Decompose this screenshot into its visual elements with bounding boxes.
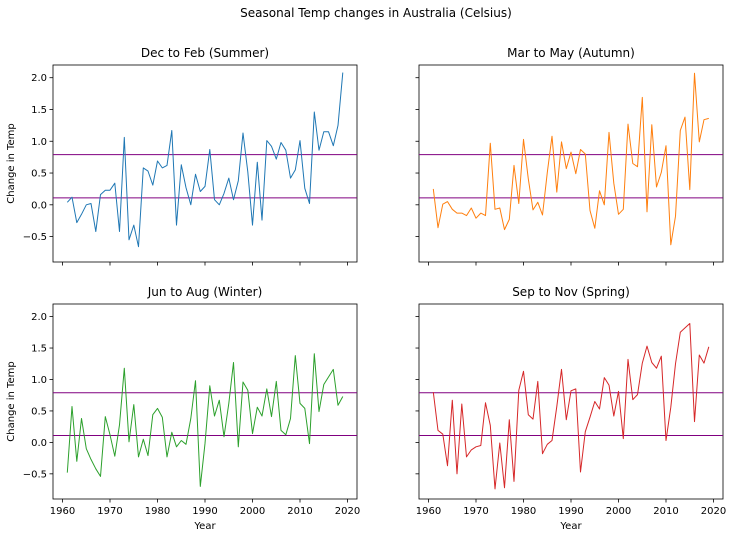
panel-winter: Jun to Aug (Winter) Change in Temp Year … [6, 285, 360, 532]
x-tick-label-spring: 1970 [463, 506, 488, 517]
y-tick-label-winter: 2.0 [31, 312, 47, 323]
x-tick-label-winter: 2010 [287, 506, 312, 517]
series-line-summer [66, 72, 344, 248]
panel-title-autumn: Mar to May (Autumn) [507, 46, 635, 60]
xlabel-winter: Year [193, 521, 216, 532]
panel-autumn: Mar to May (Autumn) [415, 46, 724, 266]
axes-frame-spring [418, 303, 724, 500]
panel-title-spring: Sep to Nov (Spring) [512, 285, 630, 299]
x-tick-label-spring: 1980 [511, 506, 536, 517]
series-line-spring [432, 323, 710, 490]
series-line-autumn [432, 72, 709, 246]
panel-summer: Dec to Feb (Summer) Change in Temp −0.5 0… [6, 46, 358, 266]
x-tick-label-spring: 2010 [653, 506, 678, 517]
y-tick-label-summer: 1.0 [31, 137, 47, 148]
figure-title: Seasonal Temp changes in Australia (Cels… [240, 6, 512, 20]
x-tick-label-winter: 1980 [145, 506, 170, 517]
ylabel-winter: Change in Temp [6, 361, 17, 441]
x-tick-label-spring: 1960 [416, 506, 441, 517]
x-tick-label-spring: 2000 [606, 506, 631, 517]
y-tick-label-winter: 0.5 [31, 406, 47, 417]
x-tick-label-winter: 1970 [97, 506, 122, 517]
y-tick-label-winter: −0.5 [23, 469, 47, 480]
x-tick-label-winter: 1960 [50, 506, 75, 517]
y-tick-label-winter: 0.0 [31, 438, 47, 449]
panel-title-summer: Dec to Feb (Summer) [141, 46, 269, 60]
y-tick-label-summer: 0.0 [31, 200, 47, 211]
x-tick-label-winter: 1990 [192, 506, 217, 517]
xlabel-spring: Year [559, 521, 582, 532]
y-tick-label-summer: −0.5 [23, 232, 47, 243]
x-tick-label-spring: 2020 [701, 506, 726, 517]
panel-spring: Sep to Nov (Spring) Year 1960 1970 1980 199… [415, 285, 726, 532]
y-tick-label-winter: 1.0 [31, 375, 47, 386]
x-tick-label-winter: 2020 [335, 506, 360, 517]
axes-frame-autumn [418, 64, 724, 263]
y-tick-label-summer: 2.0 [31, 73, 47, 84]
y-tick-label-summer: 1.5 [31, 105, 47, 116]
x-tick-label-winter: 2000 [240, 506, 265, 517]
y-tick-label-winter: 1.5 [31, 344, 47, 355]
ylabel-summer: Change in Temp [6, 123, 17, 203]
y-tick-label-summer: 0.5 [31, 169, 47, 180]
x-tick-label-spring: 1990 [558, 506, 583, 517]
panel-title-winter: Jun to Aug (Winter) [147, 285, 263, 299]
series-line-winter [66, 353, 344, 487]
